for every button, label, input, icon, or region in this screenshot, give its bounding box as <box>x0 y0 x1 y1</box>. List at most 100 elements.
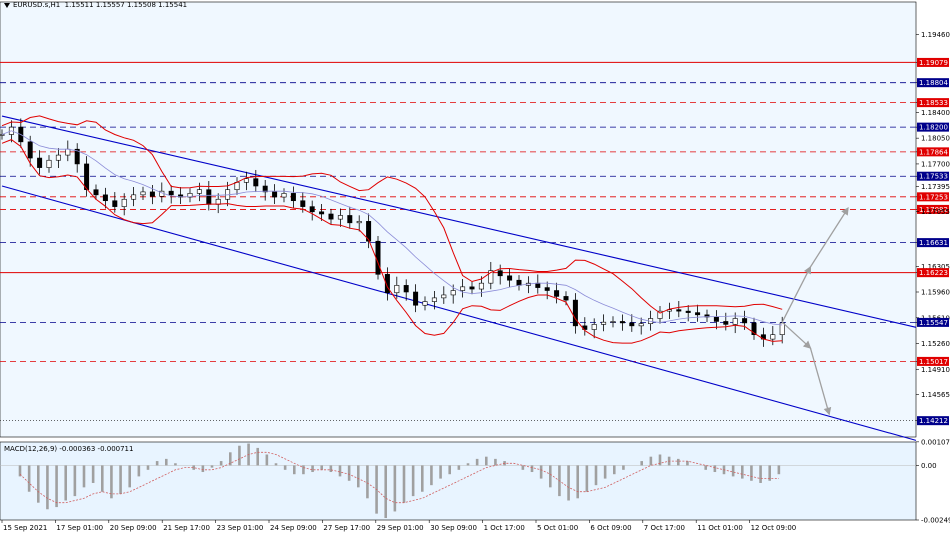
candle-body <box>488 270 494 284</box>
candle-body <box>356 221 362 224</box>
candle-body <box>601 321 607 325</box>
x-tick-label: 1 Oct 17:00 <box>484 524 525 532</box>
candle-body <box>535 282 541 288</box>
price-tag-bg <box>917 98 949 108</box>
price-tag-bg <box>917 416 949 426</box>
price-tag-label: 1.18533 <box>919 99 948 107</box>
y-tick-label: 1.17395 <box>921 183 950 191</box>
x-tick-label: 20 Sep 09:00 <box>110 524 157 532</box>
candle-body <box>102 194 108 202</box>
candle-body <box>713 316 719 322</box>
candle-body <box>384 274 390 294</box>
macd-y-tick-label: 0.001077 <box>921 438 950 446</box>
candle-body <box>478 282 484 290</box>
candle-body <box>544 287 550 291</box>
candle-body <box>413 291 419 306</box>
candles <box>0 118 785 347</box>
candle-body <box>27 141 33 159</box>
candle-body <box>272 191 278 198</box>
y-tick-label: 1.14910 <box>921 366 950 374</box>
price-tag-bg <box>917 57 949 67</box>
y-tick-label: 1.17055 <box>921 208 950 216</box>
candle-body <box>723 321 729 325</box>
price-tag-label: 1.17864 <box>919 148 948 156</box>
y-tick-label: 1.14565 <box>921 391 950 399</box>
price-tag-bg <box>917 171 949 181</box>
price-tag-label: 1.16631 <box>919 239 948 247</box>
candle-body <box>121 198 127 207</box>
candle-body <box>770 334 776 340</box>
price-tag-label: 1.15547 <box>919 319 948 327</box>
candle-body <box>572 299 578 327</box>
candle-body <box>441 294 447 299</box>
candle-body <box>253 178 259 187</box>
candle-body <box>422 301 428 306</box>
candle-body <box>196 189 202 194</box>
candle-body <box>187 193 193 198</box>
price-tag-bg <box>917 78 949 88</box>
channel-upper-line <box>1 115 917 328</box>
candle-body <box>140 191 146 196</box>
macd-histogram <box>18 443 781 519</box>
main-pane <box>0 1 917 438</box>
price-tag-bg <box>917 204 949 214</box>
candle-body <box>507 275 513 281</box>
y-tick-label: 1.18400 <box>921 109 950 117</box>
candle-body <box>55 154 61 161</box>
candle-body <box>37 157 43 168</box>
candle-body <box>290 193 296 202</box>
dropdown-triangle-icon[interactable] <box>4 2 10 8</box>
ohlc-values: 1.15511 1.15557 1.15508 1.15541 <box>64 1 188 9</box>
price-tag-label: 1.17533 <box>919 173 948 181</box>
chart-header: EURUSD.s,H1 1.15511 1.15557 1.15508 1.15… <box>4 1 187 9</box>
projection-arrow-down <box>809 347 832 416</box>
x-tick-label: 30 Sep 09:00 <box>430 524 477 532</box>
candle-body <box>206 189 212 205</box>
candle-body <box>403 285 409 293</box>
candle-body <box>657 310 663 319</box>
candle-body <box>460 286 466 291</box>
price-tag-label: 1.17082 <box>919 206 948 214</box>
candle-body <box>629 322 635 327</box>
price-tag-bg <box>917 238 949 248</box>
price-tag-bg <box>917 317 949 327</box>
macd-y-tick-label: 0.00 <box>921 462 937 470</box>
candle-body <box>46 159 52 168</box>
price-tag-label: 1.17253 <box>919 193 948 201</box>
candle-body <box>234 182 240 190</box>
candle-body <box>610 321 616 323</box>
price-tag-label: 1.19079 <box>919 59 948 67</box>
x-tick-label: 6 Oct 09:00 <box>590 524 631 532</box>
moving-average-line <box>1 130 783 326</box>
y-tick-label: 1.15260 <box>921 340 950 348</box>
y-tick-label: 1.17700 <box>921 160 950 168</box>
projection-arrow-up <box>781 265 811 323</box>
price-tag-label: 1.16223 <box>919 269 948 277</box>
price-tag-bg <box>917 147 949 157</box>
candle-body <box>309 206 315 213</box>
candle-body <box>695 312 701 316</box>
x-tick-label: 5 Oct 01:00 <box>537 524 578 532</box>
price-tag-label: 1.18804 <box>919 79 948 87</box>
macd-signal-line <box>19 451 779 504</box>
candle-body <box>742 318 748 324</box>
x-tick-label: 7 Oct 17:00 <box>644 524 685 532</box>
candle-body <box>337 215 343 220</box>
candle-body <box>563 296 569 301</box>
x-tick-label: 23 Sep 01:00 <box>217 524 264 532</box>
price-tag-label: 1.14212 <box>919 417 948 425</box>
candle-body <box>469 286 475 290</box>
candle-body <box>319 211 325 215</box>
candle-body <box>619 321 625 324</box>
x-tick-label: 12 Oct 09:00 <box>751 524 797 532</box>
candle-body <box>131 194 137 200</box>
candle-body <box>262 185 268 193</box>
y-tick-label: 1.16305 <box>921 263 950 271</box>
y-tick-label: 1.19460 <box>921 31 950 39</box>
bollinger-upper-line <box>1 115 783 314</box>
candle-body <box>243 178 249 183</box>
price-tag-bg <box>917 268 949 278</box>
candle-body <box>300 200 306 207</box>
projection-arrow-up <box>809 206 849 268</box>
